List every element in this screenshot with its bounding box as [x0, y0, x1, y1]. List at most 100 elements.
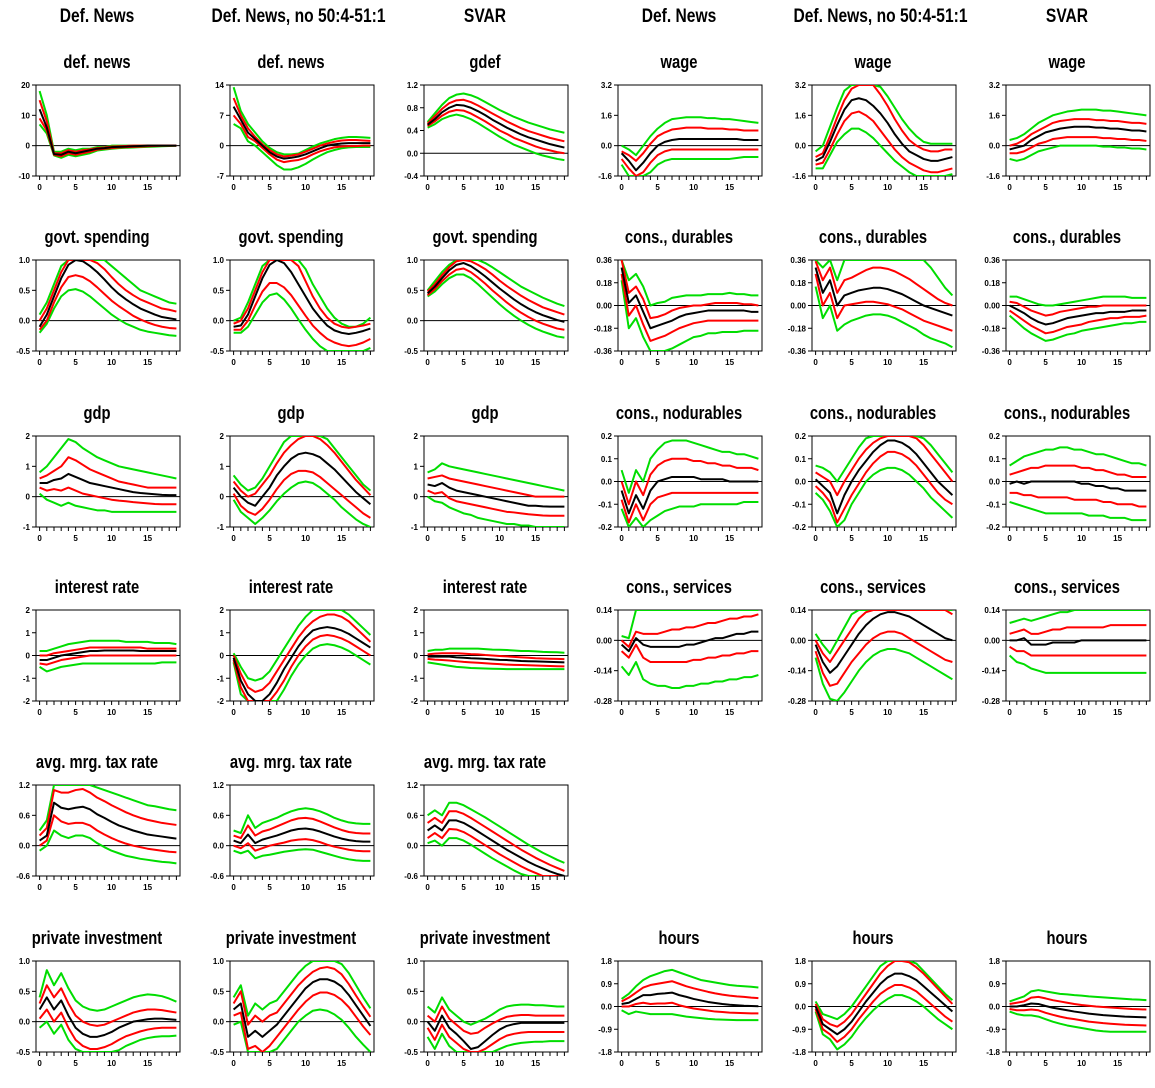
inner-band-line: [232, 97, 371, 158]
y-tick-label: 0.5: [19, 987, 31, 996]
median-line: [620, 138, 759, 172]
y-tick-label: 3.2: [795, 81, 807, 90]
irf-panel: avg. mrg. tax rate 1.2 0.6 0.0 -0.6 0 5 10 15: [0, 752, 194, 912]
x-tick-label: 10: [301, 183, 310, 192]
x-tick-label: 10: [689, 183, 698, 192]
y-tick-label: 0.5: [407, 987, 419, 996]
inner-band-line: [38, 117, 177, 158]
y-tick-label: -0.2: [792, 523, 806, 532]
y-tick-label: -0.14: [788, 667, 807, 676]
y-tick-label: 0: [414, 652, 419, 661]
y-tick-label: -0.18: [982, 324, 1001, 333]
x-tick-label: 10: [107, 358, 116, 367]
outer-band-line: [232, 961, 372, 1017]
y-tick-label: -2: [411, 697, 419, 706]
outer-band-line: [620, 280, 759, 351]
y-tick-label: -1.8: [986, 1048, 1000, 1057]
inner-band-line: [39, 456, 177, 489]
inner-band-line: [427, 827, 565, 876]
y-tick-label: -0.36: [982, 347, 1001, 356]
x-tick-label: 10: [1077, 358, 1086, 367]
y-tick-label: -10: [18, 172, 30, 181]
x-tick-label: 10: [1077, 708, 1086, 717]
irf-panel: cons., nodurables 0.2 0.1 0.0 -0.1 -0.2 0 5 10 15: [582, 403, 776, 563]
panel-title: gdp: [471, 403, 499, 423]
outer-band-line: [39, 639, 177, 652]
outer-band-line: [620, 661, 759, 689]
x-tick-label: 0: [1007, 708, 1012, 717]
x-tick-label: 10: [1077, 534, 1086, 543]
y-tick-label: 1.8: [989, 957, 1001, 966]
x-tick-label: 0: [619, 358, 624, 367]
outer-band-line: [814, 994, 953, 1051]
x-tick-label: 10: [495, 1059, 504, 1068]
outer-band-line: [620, 156, 759, 176]
irf-plot: 0.14 0.00 -0.14 -0.28 0 5 10 15: [788, 606, 957, 717]
x-tick-label: 5: [267, 534, 272, 543]
y-tick-label: 0: [220, 142, 225, 151]
irf-plot: 1.0 0.5 0.0 -0.5 0 5 10 15: [404, 256, 569, 367]
x-tick-label: 0: [231, 183, 236, 192]
y-tick-label: 1.0: [19, 957, 31, 966]
y-tick-label: 0.0: [213, 1018, 225, 1027]
median-line: [232, 451, 372, 507]
plot-frame: [423, 435, 569, 528]
panel-title: wage: [854, 52, 892, 72]
x-tick-label: 0: [37, 883, 42, 892]
y-tick-label: 2: [414, 606, 419, 615]
median-line: [814, 972, 954, 1036]
outer-band-line: [38, 90, 177, 153]
inner-band-line: [621, 1001, 759, 1015]
y-tick-label: -1: [411, 523, 419, 532]
irf-plot: 3.2 1.6 0.0 -1.6 0 5 10 15: [792, 81, 957, 192]
x-tick-label: 0: [231, 883, 236, 892]
outer-band-line: [426, 92, 565, 134]
y-tick-label: 1.2: [19, 781, 31, 790]
outer-band-line: [232, 480, 371, 527]
x-tick-label: 0: [425, 708, 430, 717]
x-tick-label: 5: [461, 1059, 466, 1068]
x-tick-label: 5: [849, 534, 854, 543]
irf-plot: 210-1-20 5 10 15: [217, 606, 375, 717]
x-tick-label: 0: [425, 183, 430, 192]
inner-band-line: [38, 274, 177, 331]
inner-band-line: [814, 630, 953, 687]
irf-plot: 1.2 0.6 0.0 -0.6 0 5 10 15: [210, 781, 375, 892]
x-tick-label: 15: [725, 1059, 734, 1068]
y-tick-label: 10: [21, 111, 30, 120]
inner-band-line: [620, 457, 759, 506]
median-line: [1009, 1002, 1147, 1019]
y-tick-label: 3.2: [989, 81, 1001, 90]
irf-panel: avg. mrg. tax rate 1.2 0.6 0.0 -0.6 0 5 10 15: [388, 752, 582, 912]
inner-band-line: [620, 148, 759, 176]
irf-plot: 210-1-20 5 10 15: [411, 606, 569, 717]
column-header-2: Def. News, no 50:4-51:1: [211, 6, 386, 27]
irf-panel: cons., services 0.14 0.00 -0.14 -0.28 0 5 10 15: [776, 577, 970, 737]
y-tick-label: 2: [220, 432, 225, 441]
y-tick-label: 1.6: [601, 111, 613, 120]
y-tick-label: 0.36: [984, 256, 1000, 265]
y-tick-label: 0.0: [601, 142, 613, 151]
plot-frame: [423, 960, 569, 1053]
plot-frame: [423, 259, 569, 352]
y-tick-label: 0: [414, 493, 419, 502]
x-tick-label: 10: [107, 534, 116, 543]
median-line: [232, 626, 371, 701]
x-tick-label: 10: [301, 534, 310, 543]
panel-title: interest rate: [442, 577, 528, 597]
y-tick-label: 0.9: [795, 980, 807, 989]
x-tick-label: 10: [883, 534, 892, 543]
median-line: [426, 103, 565, 149]
inner-band-line: [815, 85, 953, 158]
x-tick-label: 15: [531, 1059, 540, 1068]
y-tick-label: 14: [215, 81, 224, 90]
x-tick-label: 5: [73, 534, 78, 543]
panel-title: hours: [658, 928, 700, 948]
inner-band-line: [620, 643, 759, 663]
inner-band-line: [39, 654, 177, 666]
inner-band-line: [427, 652, 565, 661]
median-line: [39, 472, 177, 497]
x-tick-label: 10: [689, 534, 698, 543]
plot-frame: [229, 960, 375, 1053]
panel-title: wage: [1048, 52, 1086, 72]
